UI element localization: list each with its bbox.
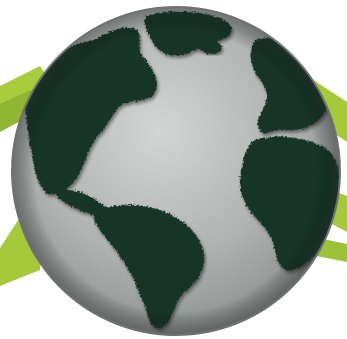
globe-outline <box>11 6 341 336</box>
globe-rim-shade <box>12 7 340 335</box>
